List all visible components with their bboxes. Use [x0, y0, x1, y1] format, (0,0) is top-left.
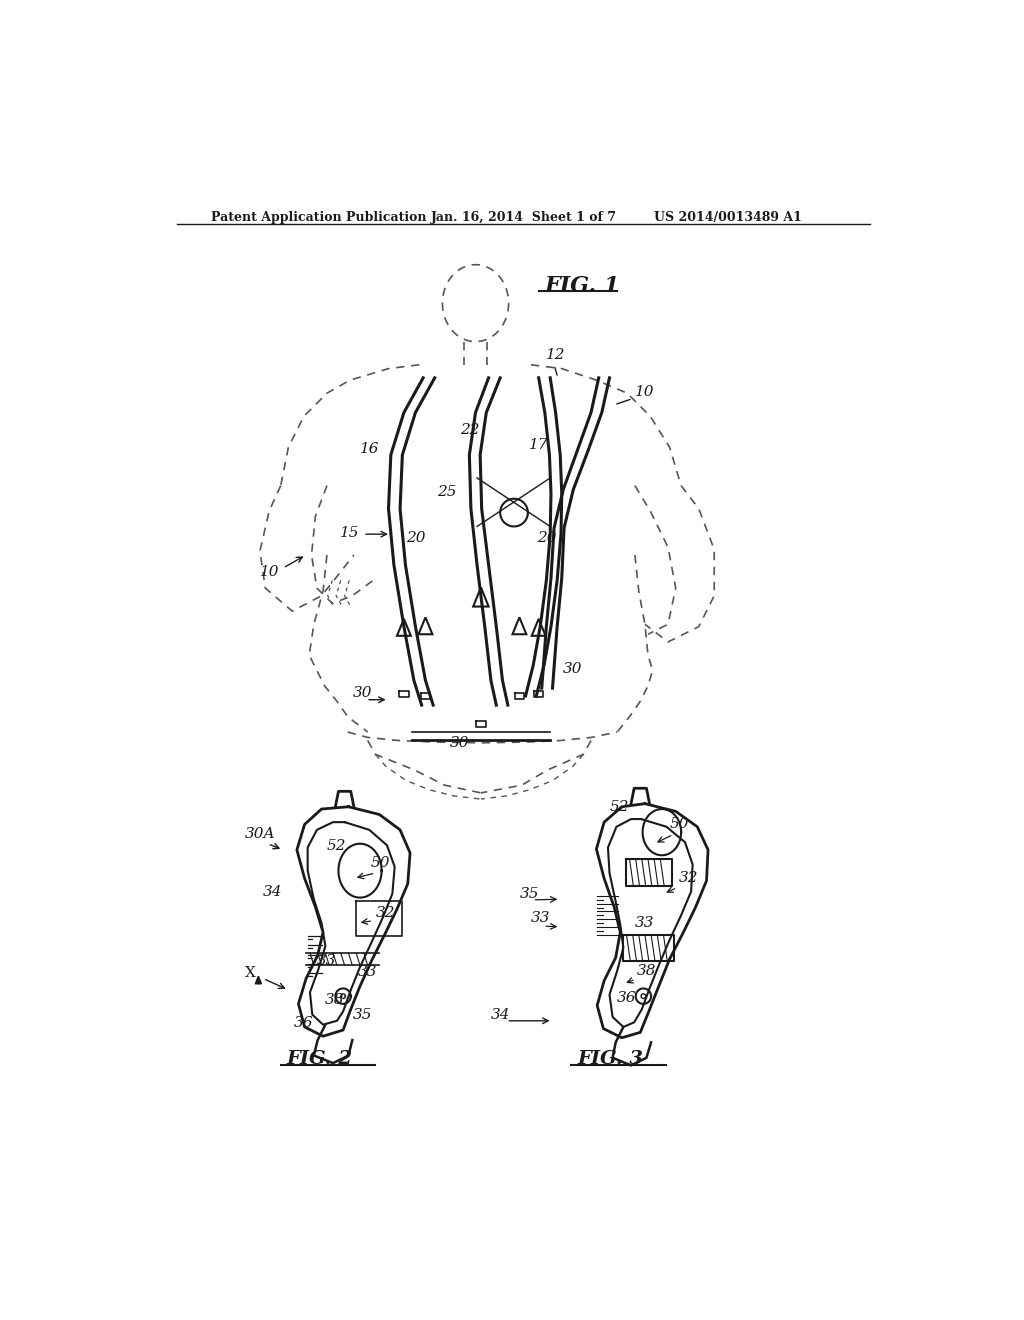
Text: Jan. 16, 2014  Sheet 1 of 7: Jan. 16, 2014 Sheet 1 of 7 [431, 211, 616, 224]
Text: FIG. 2: FIG. 2 [286, 1051, 352, 1068]
Text: 17: 17 [529, 438, 549, 453]
Text: 52: 52 [609, 800, 629, 814]
Text: 33: 33 [357, 965, 377, 979]
Text: 34: 34 [490, 1008, 510, 1022]
Text: 33: 33 [635, 916, 654, 929]
Text: Patent Application Publication: Patent Application Publication [211, 211, 427, 224]
Text: FIG. 3: FIG. 3 [578, 1051, 643, 1068]
Text: 16: 16 [360, 442, 380, 455]
Text: 32: 32 [679, 871, 698, 886]
Text: 38: 38 [325, 993, 344, 1007]
Text: 30A: 30A [245, 826, 275, 841]
Text: 30: 30 [451, 737, 470, 751]
Text: 30: 30 [352, 686, 372, 701]
Text: 38: 38 [637, 964, 656, 978]
Text: 30: 30 [563, 661, 583, 676]
Text: US 2014/0013489 A1: US 2014/0013489 A1 [654, 211, 802, 224]
Text: 34: 34 [263, 886, 283, 899]
Text: 25: 25 [437, 484, 457, 499]
Text: FIG. 1: FIG. 1 [545, 276, 621, 297]
Text: 20: 20 [407, 531, 426, 545]
Text: 35: 35 [352, 1008, 372, 1022]
Text: 15: 15 [340, 527, 359, 540]
Text: 50: 50 [371, 855, 390, 870]
Text: X: X [245, 966, 255, 979]
Text: 32: 32 [376, 906, 395, 920]
Text: 35: 35 [519, 887, 539, 900]
Text: 33: 33 [531, 911, 551, 925]
Text: 12: 12 [547, 347, 566, 362]
Text: 10: 10 [635, 384, 654, 399]
Text: 33: 33 [316, 954, 337, 969]
Text: 22: 22 [460, 424, 479, 437]
Polygon shape [255, 977, 261, 983]
Text: 36: 36 [294, 1016, 313, 1030]
Text: 20: 20 [538, 531, 557, 545]
Text: 50: 50 [670, 817, 689, 832]
Text: 52: 52 [327, 840, 346, 853]
Text: 36: 36 [617, 990, 637, 1005]
Text: 10: 10 [260, 565, 280, 578]
